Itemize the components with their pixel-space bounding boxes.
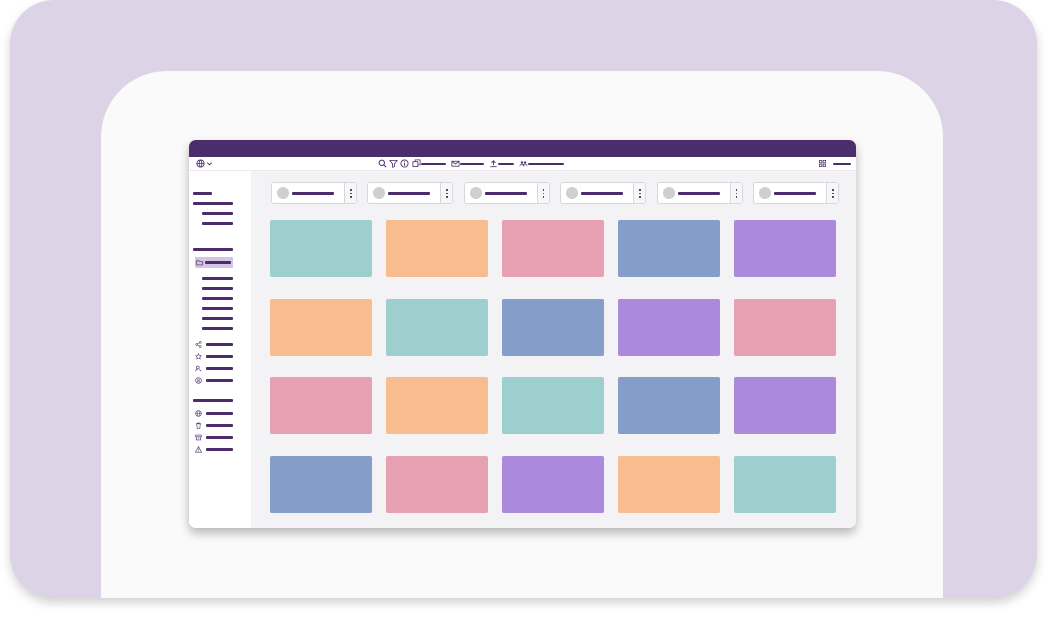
thumbnail-card[interactable] [618,456,720,513]
thumbnail-card[interactable] [270,299,372,356]
sidebar-item[interactable] [202,212,233,215]
sidebar-item[interactable] [206,436,233,439]
upload-icon[interactable] [489,159,498,168]
thumbnail-card[interactable] [270,220,372,277]
sidebar-item[interactable] [202,327,233,330]
avatar-icon [662,187,675,199]
sidebar-item-label [205,261,231,264]
thumbnail-card[interactable] [386,220,488,277]
sidebar-item[interactable] [202,277,233,280]
filter-chip-label [292,192,334,195]
grid-view-icon[interactable] [818,159,827,168]
archive-icon [195,434,202,441]
info-icon[interactable] [400,159,409,168]
user-search-icon [195,365,202,372]
folder-icon [196,259,203,266]
avatar-icon [566,187,579,199]
chevron-down-icon[interactable] [205,159,214,168]
avatar-icon [759,187,771,199]
toolbar [189,157,856,171]
sidebar-item[interactable] [206,412,233,415]
copy-icon[interactable] [412,159,421,168]
trash-icon [195,422,202,429]
filter-chip[interactable] [271,182,357,204]
filter-chip[interactable] [656,182,743,204]
circle-user-icon [195,377,202,384]
sidebar-item[interactable] [206,355,233,358]
sidebar-heading [193,248,233,251]
thumbnail-card[interactable] [734,377,836,434]
thumbnail-card[interactable] [734,299,836,356]
filter-chip-label [581,192,624,195]
filter-icon[interactable] [389,159,398,168]
sidebar [189,171,251,528]
account-menu-bar[interactable] [833,163,851,165]
avatar-icon [373,187,386,199]
filter-chip[interactable] [367,182,454,204]
sidebar-item[interactable] [202,297,233,300]
filter-chip-label [774,192,816,195]
thumbnail-card[interactable] [618,220,720,277]
toolbar-action-bar[interactable] [421,163,446,165]
more-vertical-icon[interactable] [633,183,646,203]
thumbnail-card[interactable] [618,377,720,434]
filter-chip[interactable] [560,182,647,204]
sidebar-item[interactable] [206,379,233,382]
sidebar-item[interactable] [202,317,233,320]
sidebar-item[interactable] [202,287,233,290]
thumbnail-card[interactable] [502,377,604,434]
users-icon[interactable] [519,159,528,168]
thumbnail-card[interactable] [502,220,604,277]
thumbnail-card[interactable] [502,456,604,513]
toolbar-action-bar[interactable] [460,163,484,165]
thumbnail-card[interactable] [386,377,488,434]
thumbnail-card[interactable] [270,377,372,434]
sidebar-item[interactable] [206,367,233,370]
avatar-icon [277,187,289,199]
thumbnail-card[interactable] [270,456,372,513]
filter-chip[interactable] [463,182,550,204]
thumbnail-card[interactable] [502,299,604,356]
sidebar-item[interactable] [206,448,233,451]
more-vertical-icon[interactable] [440,183,453,203]
star-icon [195,353,202,360]
more-vertical-icon[interactable] [344,183,356,203]
sidebar-heading [193,192,212,195]
more-vertical-icon[interactable] [536,183,549,203]
sidebar-item[interactable] [202,222,233,225]
sidebar-item[interactable] [206,343,233,346]
share-icon [195,341,202,348]
thumbnail-card[interactable] [386,456,488,513]
more-vertical-icon[interactable] [826,183,838,203]
filter-chip-label [388,192,431,195]
toolbar-action-bar[interactable] [528,163,564,165]
more-vertical-icon[interactable] [729,183,742,203]
filter-chip-label [484,192,527,195]
warning-icon [195,446,202,453]
thumbnail-card[interactable] [734,456,836,513]
toolbar-action-bar[interactable] [498,163,514,165]
mail-icon[interactable] [451,159,460,168]
globe-icon[interactable] [196,159,205,168]
globe-icon [195,410,202,417]
search-icon[interactable] [378,159,387,168]
sidebar-item[interactable] [202,307,233,310]
content-area [251,171,856,528]
title-bar [189,140,856,157]
filter-chip[interactable] [753,182,839,204]
sidebar-item[interactable] [193,202,233,205]
thumbnail-card[interactable] [734,220,836,277]
filter-chip-label [677,192,720,195]
avatar-icon [469,187,482,199]
sidebar-heading [193,399,233,402]
thumbnail-card[interactable] [618,299,720,356]
sidebar-item[interactable] [206,424,233,427]
thumbnail-card[interactable] [386,299,488,356]
app-window [189,140,856,528]
